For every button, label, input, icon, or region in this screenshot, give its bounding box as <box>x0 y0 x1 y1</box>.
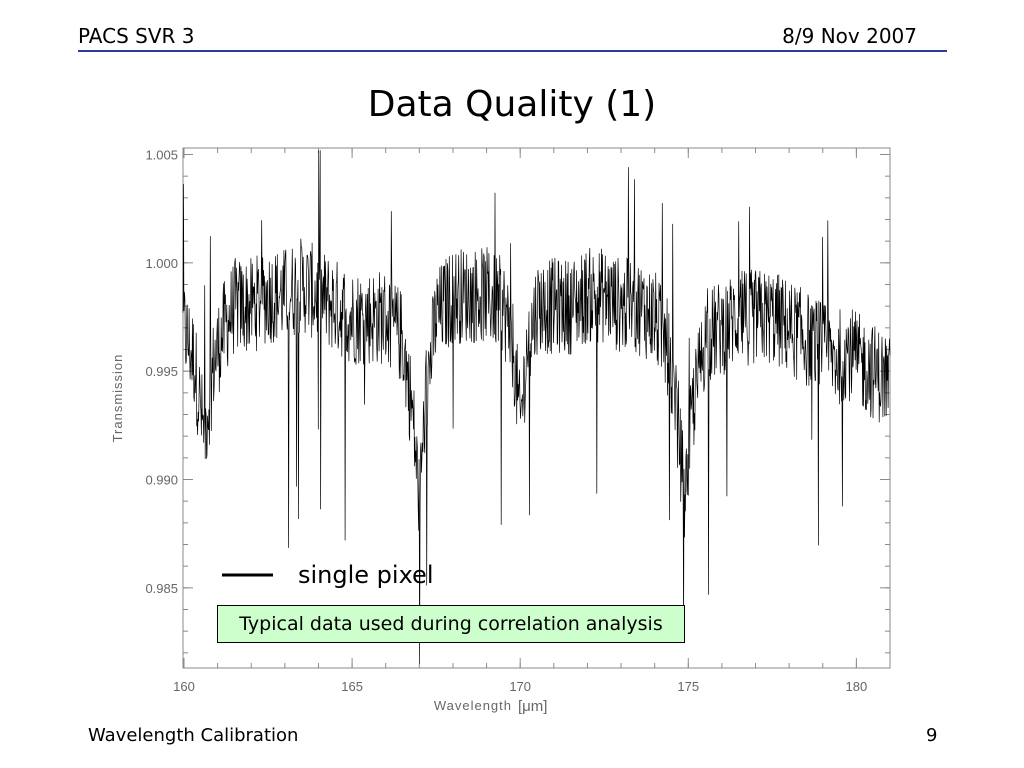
callout-text: Typical data used during correlation ana… <box>239 613 663 635</box>
footer-section: Wavelength Calibration <box>88 725 299 746</box>
y-tick-label: 0.990 <box>145 473 178 488</box>
series-line-single-pixel <box>182 150 891 664</box>
x-axis-unit: [μm] <box>518 698 547 715</box>
header-title: PACS SVR 3 <box>78 24 195 48</box>
x-tick-label: 180 <box>846 679 868 694</box>
y-tick-label: 1.000 <box>145 256 178 271</box>
y-tick-label: 1.005 <box>145 148 178 163</box>
legend-label: single pixel <box>298 561 434 589</box>
y-tick-label: 0.995 <box>145 364 178 379</box>
x-tick-label: 160 <box>173 679 195 694</box>
y-tick-label: 0.985 <box>145 581 178 596</box>
x-tick-label: 170 <box>509 679 531 694</box>
x-tick-label: 175 <box>677 679 699 694</box>
callout-box: Typical data used during correlation ana… <box>217 605 685 643</box>
x-tick-label: 165 <box>341 679 363 694</box>
x-axis-label: Wavelength <box>434 698 512 713</box>
slide-title: Data Quality (1) <box>367 84 657 125</box>
plot-border <box>182 147 891 669</box>
header-rule <box>78 50 947 52</box>
y-axis-label: Transmission <box>110 354 125 443</box>
page-number: 9 <box>926 725 938 746</box>
header-date: 8/9 Nov 2007 <box>782 24 917 48</box>
